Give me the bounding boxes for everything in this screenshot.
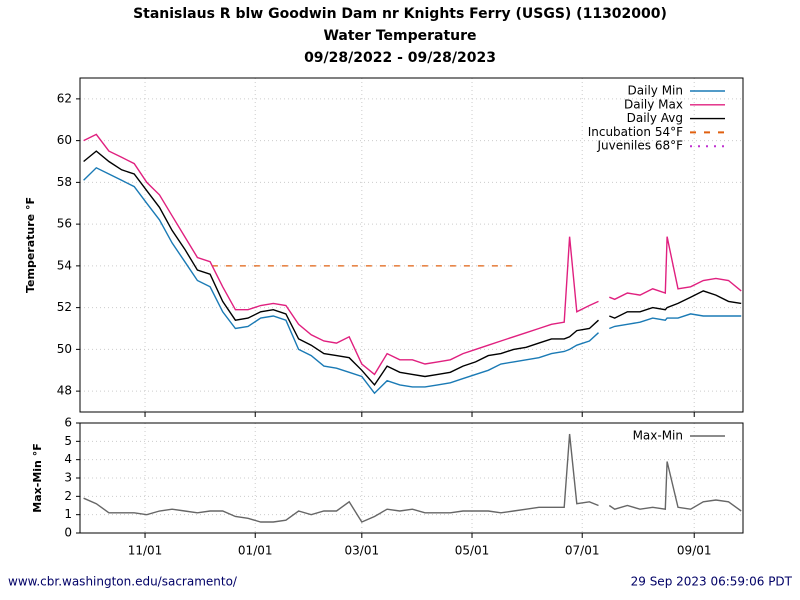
series-line	[83, 150, 742, 387]
chart-title: Stanislaus R blw Goodwin Dam nr Knights …	[133, 6, 667, 22]
x-tick-label: 07/01	[565, 544, 600, 558]
x-tick-label: 03/01	[345, 544, 380, 558]
y-tick-label: 2	[64, 489, 72, 503]
y-tick-label: 58	[57, 175, 72, 189]
y-tick-label: 54	[57, 258, 72, 272]
y-tick-label: 50	[57, 342, 72, 356]
x-tick-label: 11/01	[128, 544, 163, 558]
y-axis-label: Temperature °F	[24, 197, 37, 293]
legend-label: Daily Avg	[627, 111, 683, 125]
series-line	[83, 166, 742, 395]
x-tick-label: 09/01	[677, 544, 712, 558]
plot-frame	[79, 77, 744, 413]
y-tick-label: 62	[57, 91, 72, 105]
y-tick-label: 1	[64, 507, 72, 521]
y-tick-label: 0	[64, 526, 72, 540]
x-tick-label: 01/01	[238, 544, 273, 558]
series-line	[83, 133, 742, 376]
y-tick-label: 4	[64, 452, 72, 466]
footer-url: www.cbr.washington.edu/sacramento/	[8, 575, 238, 589]
y-tick-label: 60	[57, 133, 72, 147]
legend-label: Juveniles 68°F	[596, 139, 683, 153]
legend-label: Incubation 54°F	[588, 125, 683, 139]
y-tick-label: 6	[64, 416, 72, 430]
y-axis-label: Max-Min °F	[31, 443, 44, 512]
y-tick-label: 56	[57, 217, 72, 231]
legend-label: Daily Max	[624, 97, 683, 111]
legend-label: Daily Min	[628, 84, 683, 98]
series-line	[83, 433, 742, 523]
chart-subtitle: Water Temperature	[323, 28, 476, 44]
x-tick-label: 05/01	[455, 544, 490, 558]
footer-timestamp: 29 Sep 2023 06:59:06 PDT	[631, 575, 793, 589]
y-tick-label: 5	[64, 434, 72, 448]
legend-label: Max-Min	[633, 429, 683, 443]
date-range: 09/28/2022 - 09/28/2023	[304, 50, 496, 66]
plot-frame	[79, 422, 744, 534]
y-tick-label: 52	[57, 300, 72, 314]
y-tick-label: 3	[64, 471, 72, 485]
y-tick-label: 48	[57, 384, 72, 398]
